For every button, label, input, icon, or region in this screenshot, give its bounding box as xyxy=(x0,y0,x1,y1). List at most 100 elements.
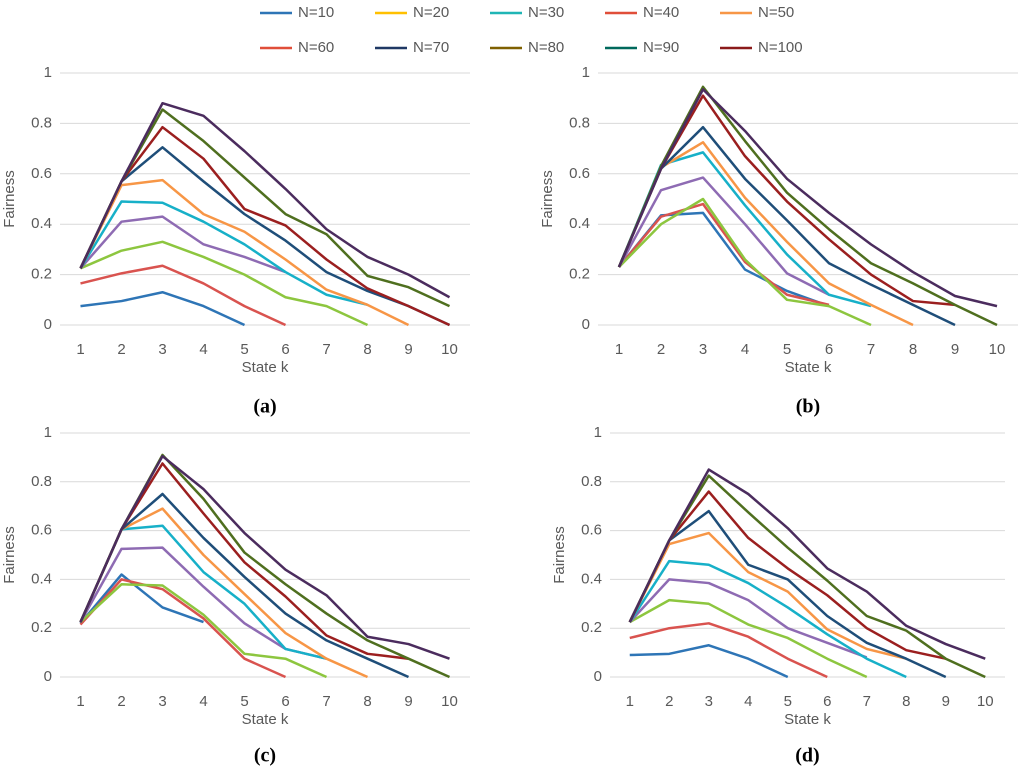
x-tick-label: 9 xyxy=(942,693,950,710)
line xyxy=(80,240,369,327)
line xyxy=(617,125,956,327)
x-tick-label: 9 xyxy=(404,693,412,710)
x-tick-label: 6 xyxy=(281,693,289,710)
y-tick-label: 0.6 xyxy=(569,165,590,182)
y-tick-label: 0.4 xyxy=(31,215,52,232)
x-tick-label: 8 xyxy=(902,693,910,710)
x-tick-label: 6 xyxy=(825,341,833,358)
x-tick-label: 4 xyxy=(744,693,752,710)
y-tick-label: 0.2 xyxy=(581,619,602,636)
y-tick-label: 0.2 xyxy=(569,266,590,283)
x-tick-label: 2 xyxy=(665,693,673,710)
y-tick-label: 0.6 xyxy=(31,165,52,182)
x-tick-label: 2 xyxy=(657,341,665,358)
y-tick-label: 0.4 xyxy=(569,215,590,232)
y-tick-label: 0.8 xyxy=(581,473,602,490)
line xyxy=(79,524,327,660)
line xyxy=(618,197,872,327)
y-axis-label: Fairness xyxy=(1,526,18,584)
line xyxy=(628,490,947,660)
y-tick-label: 0.6 xyxy=(31,522,52,539)
x-tick-label: 2 xyxy=(117,693,125,710)
x-tick-label: 1 xyxy=(626,693,634,710)
x-tick-label: 1 xyxy=(76,341,84,358)
x-tick-label: 2 xyxy=(117,341,125,358)
legend-label: N=100 xyxy=(758,39,803,56)
line xyxy=(79,215,286,274)
legend-label: N=20 xyxy=(413,4,449,21)
line xyxy=(628,531,907,660)
x-tick-label: 4 xyxy=(741,341,749,358)
legend-label: N=40 xyxy=(643,4,679,21)
line xyxy=(617,141,914,327)
x-tick-label: 3 xyxy=(699,341,707,358)
line xyxy=(80,290,246,327)
line xyxy=(79,507,369,679)
line xyxy=(80,264,287,327)
caption: (b) xyxy=(796,396,820,418)
line xyxy=(628,509,947,679)
x-tick-label: 8 xyxy=(909,341,917,358)
line xyxy=(628,559,907,679)
x-axis-label: State k xyxy=(784,711,831,728)
line xyxy=(629,622,828,679)
x-tick-label: 10 xyxy=(977,693,994,710)
x-tick-label: 9 xyxy=(951,341,959,358)
x-tick-label: 3 xyxy=(158,693,166,710)
y-tick-label: 0 xyxy=(582,316,590,333)
line xyxy=(79,578,287,679)
y-tick-label: 0.8 xyxy=(31,473,52,490)
x-tick-label: 1 xyxy=(76,693,84,710)
x-tick-label: 5 xyxy=(784,693,792,710)
line xyxy=(79,573,204,625)
x-tick-label: 5 xyxy=(240,341,248,358)
line xyxy=(618,211,830,308)
x-tick-label: 3 xyxy=(158,341,166,358)
legend-label: N=90 xyxy=(643,39,679,56)
line xyxy=(617,88,998,308)
legend-label: N=30 xyxy=(528,4,564,21)
x-tick-label: 7 xyxy=(863,693,871,710)
line xyxy=(628,578,868,659)
legend-label: N=60 xyxy=(298,39,334,56)
line xyxy=(79,178,410,327)
caption: (a) xyxy=(253,396,276,418)
line xyxy=(79,546,327,660)
line xyxy=(617,176,830,296)
line xyxy=(79,583,328,679)
y-tick-label: 0.4 xyxy=(31,570,52,587)
line xyxy=(79,492,410,679)
y-tick-label: 0.4 xyxy=(581,570,602,587)
y-tick-label: 0.2 xyxy=(31,266,52,283)
x-axis-label: State k xyxy=(785,359,832,376)
line xyxy=(79,101,451,299)
caption: (d) xyxy=(795,745,819,767)
y-tick-label: 0.6 xyxy=(581,522,602,539)
line xyxy=(628,474,986,679)
y-tick-label: 0.8 xyxy=(569,114,590,131)
x-tick-label: 5 xyxy=(240,693,248,710)
x-tick-label: 10 xyxy=(989,341,1006,358)
legend-label: N=50 xyxy=(758,4,794,21)
x-tick-label: 3 xyxy=(705,693,713,710)
y-tick-label: 0 xyxy=(44,668,52,685)
y-tick-label: 1 xyxy=(594,424,602,441)
x-tick-label: 6 xyxy=(281,341,289,358)
y-axis-label: Fairness xyxy=(539,170,556,228)
x-tick-label: 6 xyxy=(823,693,831,710)
y-tick-label: 1 xyxy=(582,64,590,81)
y-tick-label: 1 xyxy=(44,64,52,81)
line xyxy=(79,108,451,308)
x-axis-label: State k xyxy=(242,359,289,376)
x-tick-label: 7 xyxy=(322,693,330,710)
line xyxy=(79,453,451,679)
line xyxy=(628,468,986,660)
y-tick-label: 0 xyxy=(44,316,52,333)
y-tick-label: 0 xyxy=(594,668,602,685)
y-axis-label: Fairness xyxy=(1,170,18,228)
legend-label: N=70 xyxy=(413,39,449,56)
line xyxy=(618,202,830,307)
legend-label: N=10 xyxy=(298,4,334,21)
x-tick-label: 8 xyxy=(363,693,371,710)
